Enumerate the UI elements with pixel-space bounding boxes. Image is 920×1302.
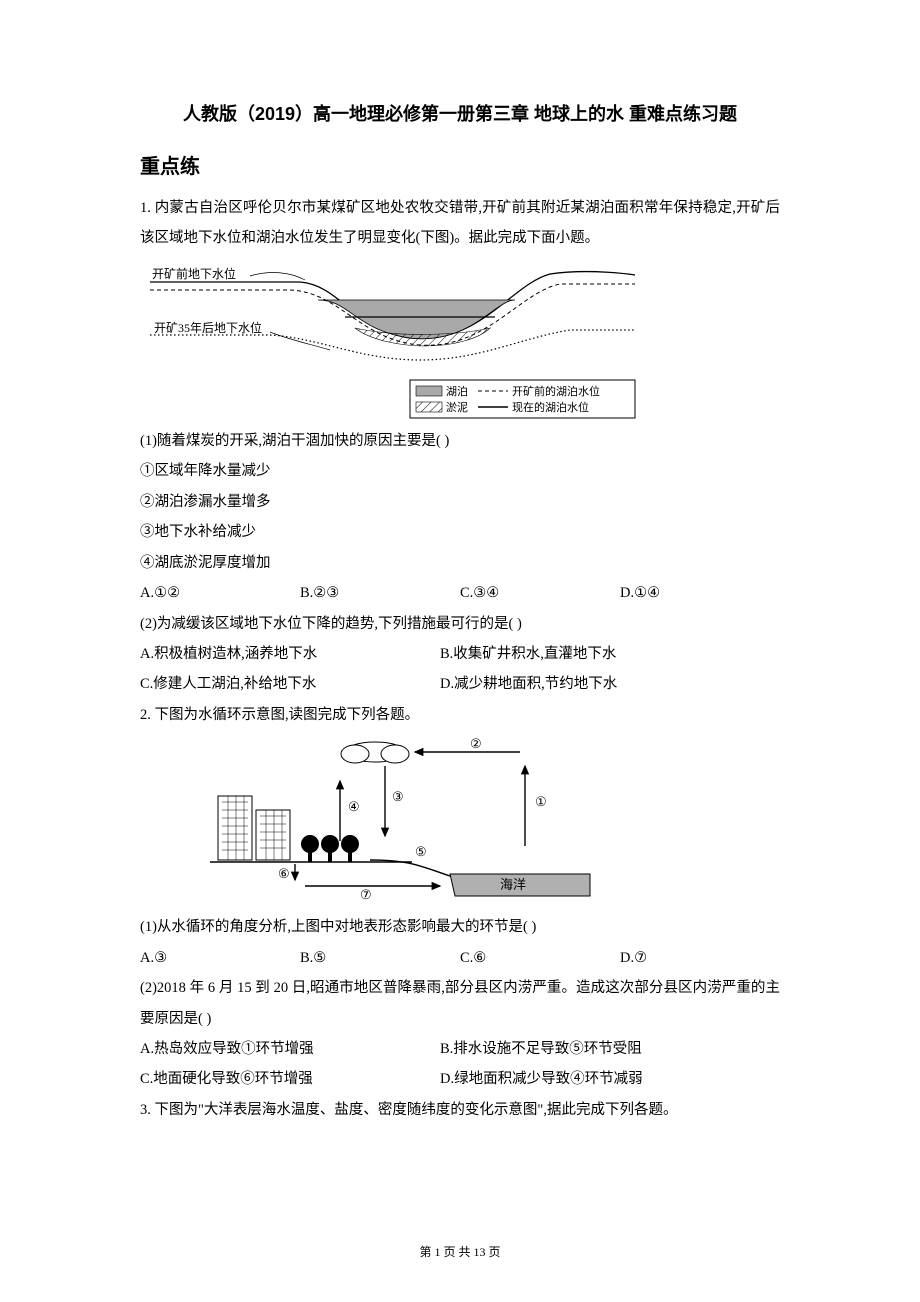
q2-p2-question: (2)2018 年 6 月 15 到 20 日,昭通市地区普降暴雨,部分县区内涝… bbox=[140, 973, 780, 1034]
q2-p1-a: A.③ bbox=[140, 943, 300, 973]
q1-item-2: ②湖泊渗漏水量增多 bbox=[140, 487, 780, 517]
q2-p2-row2: C.地面硬化导致⑥环节增强 D.绿地面积减少导致④环节减弱 bbox=[140, 1064, 780, 1094]
q1-p1-question: (1)随着煤炭的开采,湖泊干涸加快的原因主要是( ) bbox=[140, 426, 780, 456]
q2-p1-c: C.⑥ bbox=[460, 943, 620, 973]
q1-p1-options: A.①② B.②③ C.③④ D.①④ bbox=[140, 578, 780, 608]
svg-text:④: ④ bbox=[348, 799, 360, 814]
q1-p1-b: B.②③ bbox=[300, 578, 460, 608]
q1-p2-d: D.减少耕地面积,节约地下水 bbox=[440, 669, 617, 699]
q1-p2-b: B.收集矿井积水,直灌地下水 bbox=[440, 639, 616, 669]
q1-p2-row2: C.修建人工湖泊,补给地下水 D.减少耕地面积,节约地下水 bbox=[140, 669, 780, 699]
svg-text:③: ③ bbox=[392, 789, 404, 804]
q2-p1-question: (1)从水循环的角度分析,上图中对地表形态影响最大的环节是( ) bbox=[140, 912, 780, 942]
q2-diagram: ② ① ③ ④ ⑤ ⑥ ⑦ 海洋 bbox=[200, 736, 780, 906]
q1-p1-d: D.①④ bbox=[620, 578, 780, 608]
page-title: 人教版（2019）高一地理必修第一册第三章 地球上的水 重难点练习题 bbox=[140, 100, 780, 126]
svg-text:⑤: ⑤ bbox=[415, 844, 427, 859]
svg-text:海洋: 海洋 bbox=[500, 877, 526, 892]
q1-item-3: ③地下水补给减少 bbox=[140, 517, 780, 547]
svg-text:①: ① bbox=[535, 794, 547, 809]
q1-p2-question: (2)为减缓该区域地下水位下降的趋势,下列措施最可行的是( ) bbox=[140, 609, 780, 639]
svg-text:现在的湖泊水位: 现在的湖泊水位 bbox=[512, 400, 589, 414]
q2-p1-d: D.⑦ bbox=[620, 943, 780, 973]
q2-p2-d: D.绿地面积减少导致④环节减弱 bbox=[440, 1064, 643, 1094]
q1-p2-a: A.积极植树造林,涵养地下水 bbox=[140, 639, 440, 669]
q2-p2-row1: A.热岛效应导致①环节增强 B.排水设施不足导致⑤环节受阻 bbox=[140, 1034, 780, 1064]
q2-p1-b: B.⑤ bbox=[300, 943, 460, 973]
q2-stem: 2. 下图为水循环示意图,读图完成下列各题。 bbox=[140, 700, 780, 730]
q1-stem: 1. 内蒙古自治区呼伦贝尔市某煤矿区地处农牧交错带,开矿前其附近某湖泊面积常年保… bbox=[140, 193, 780, 254]
q1-p2-c: C.修建人工湖泊,补给地下水 bbox=[140, 669, 440, 699]
svg-text:开矿前的湖泊水位: 开矿前的湖泊水位 bbox=[512, 384, 600, 398]
q1-p2-row1: A.积极植树造林,涵养地下水 B.收集矿井积水,直灌地下水 bbox=[140, 639, 780, 669]
page-footer: 第 1 页 共 13 页 bbox=[0, 1243, 920, 1260]
svg-text:湖泊: 湖泊 bbox=[446, 385, 468, 398]
q3-stem: 3. 下图为"大洋表层海水温度、盐度、密度随纬度的变化示意图",据此完成下列各题… bbox=[140, 1095, 780, 1125]
svg-text:开矿35年后地下水位: 开矿35年后地下水位 bbox=[154, 320, 262, 335]
svg-text:⑥: ⑥ bbox=[278, 866, 290, 881]
section-heading: 重点练 bbox=[140, 150, 780, 179]
q1-p1-c: C.③④ bbox=[460, 578, 620, 608]
q2-p1-options: A.③ B.⑤ C.⑥ D.⑦ bbox=[140, 943, 780, 973]
q2-p2-c: C.地面硬化导致⑥环节增强 bbox=[140, 1064, 440, 1094]
svg-text:⑦: ⑦ bbox=[360, 887, 372, 902]
svg-text:淤泥: 淤泥 bbox=[446, 401, 468, 414]
q1-item-4: ④湖底淤泥厚度增加 bbox=[140, 548, 780, 578]
q2-p2-a: A.热岛效应导致①环节增强 bbox=[140, 1034, 440, 1064]
svg-text:②: ② bbox=[470, 736, 482, 751]
q2-p2-b: B.排水设施不足导致⑤环节受阻 bbox=[440, 1034, 642, 1064]
svg-text:开矿前地下水位: 开矿前地下水位 bbox=[152, 266, 236, 281]
q1-diagram: 开矿前地下水位 开矿35年后地下水位 湖泊 开矿前的湖泊水位 淤泥 现在的湖泊水… bbox=[140, 260, 780, 420]
q1-p1-a: A.①② bbox=[140, 578, 300, 608]
q1-item-1: ①区域年降水量减少 bbox=[140, 456, 780, 486]
